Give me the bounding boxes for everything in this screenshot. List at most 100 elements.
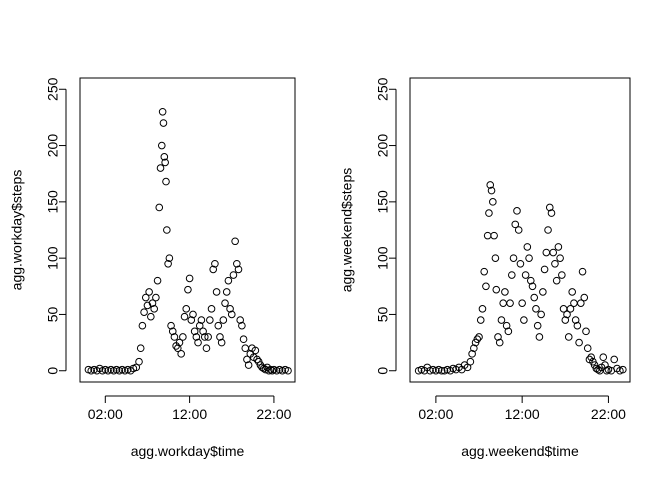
data-point (549, 248, 558, 257)
data-point (170, 333, 179, 341)
data-point (558, 271, 566, 279)
data-point (150, 305, 158, 313)
data-point (238, 321, 246, 330)
x-axis-title: agg.workday$time (131, 443, 245, 459)
data-point (147, 312, 155, 321)
data-point (470, 344, 478, 353)
data-point (556, 254, 564, 262)
data-point (268, 366, 277, 375)
data-point (520, 316, 528, 324)
data-point (485, 209, 493, 217)
data-point (468, 350, 476, 358)
data-point (437, 366, 446, 375)
data-point (526, 276, 535, 285)
data-point (162, 177, 170, 186)
data-point (140, 308, 148, 316)
data-point (251, 346, 260, 355)
data-point (466, 357, 475, 366)
x-axis-title: agg.weekend$time (461, 443, 579, 459)
data-point (508, 271, 516, 279)
data-point (566, 305, 575, 313)
plot-frame (79, 77, 296, 383)
data-point (217, 338, 226, 347)
data-point (535, 333, 544, 341)
data-point (504, 327, 513, 336)
data-point (577, 299, 585, 307)
data-point (200, 333, 209, 341)
data-point (135, 357, 143, 366)
y-axis-title: agg.weekend$steps (339, 168, 355, 293)
y-tick-label: 250 (45, 77, 61, 101)
data-point (539, 288, 547, 296)
x-tick-label: 22:00 (591, 406, 626, 422)
data-point (518, 299, 526, 307)
data-point (492, 285, 501, 294)
data-point (204, 333, 212, 341)
data-point (221, 299, 229, 307)
data-point (482, 282, 490, 291)
data-point (202, 344, 211, 353)
data-point (540, 265, 549, 274)
data-point (494, 333, 502, 341)
data-point (545, 203, 554, 212)
data-point (619, 365, 627, 374)
data-point (209, 265, 218, 274)
y-tick-label: 50 (45, 306, 61, 322)
data-point (582, 327, 590, 336)
data-point (174, 344, 182, 353)
data-point (487, 186, 496, 195)
data-point (155, 203, 164, 212)
data-point (502, 321, 511, 330)
data-point (185, 274, 194, 283)
data-point (511, 220, 520, 229)
data-point (241, 344, 250, 353)
data-point (148, 299, 157, 307)
data-point (243, 355, 251, 364)
data-point (506, 299, 514, 307)
y-tick-label: 50 (375, 306, 391, 322)
data-point (226, 305, 234, 313)
data-point (194, 338, 202, 347)
data-point (530, 293, 539, 302)
data-point (211, 259, 219, 268)
data-point (156, 164, 165, 172)
data-point (177, 350, 185, 358)
data-point (489, 198, 497, 206)
scatter-panel-1: 0 50 100 150 200 250 02:00 12:00 22:00 agg.workda… (9, 77, 296, 459)
data-point (152, 293, 160, 302)
data-point (501, 288, 509, 296)
data-point (216, 333, 224, 341)
data-point (265, 366, 273, 375)
data-point (141, 293, 150, 302)
data-point (568, 288, 576, 296)
data-point (495, 338, 504, 347)
y-axis-title: agg.workday$steps (9, 170, 25, 291)
x-tick-label: 22:00 (256, 406, 291, 422)
data-point (187, 316, 196, 324)
data-point (179, 333, 187, 341)
data-point (542, 248, 551, 257)
data-point (175, 338, 184, 347)
data-point (544, 226, 552, 234)
data-point (483, 231, 492, 240)
data-point (571, 316, 580, 324)
data-point (143, 301, 152, 310)
data-point (583, 344, 592, 353)
data-point (475, 333, 483, 341)
y-tick-label: 150 (375, 190, 391, 214)
data-point (533, 321, 542, 330)
data-point (521, 271, 530, 279)
x-tick-label: 02:00 (418, 406, 453, 422)
data-point (164, 259, 172, 268)
data-point (236, 316, 244, 324)
data-point (192, 333, 201, 341)
data-point (239, 335, 248, 344)
data-point (190, 327, 199, 336)
data-point (478, 305, 487, 313)
data-point (159, 119, 168, 127)
data-point (513, 207, 521, 215)
data-point (480, 267, 488, 276)
data-point (138, 321, 147, 330)
data-point (490, 231, 498, 240)
